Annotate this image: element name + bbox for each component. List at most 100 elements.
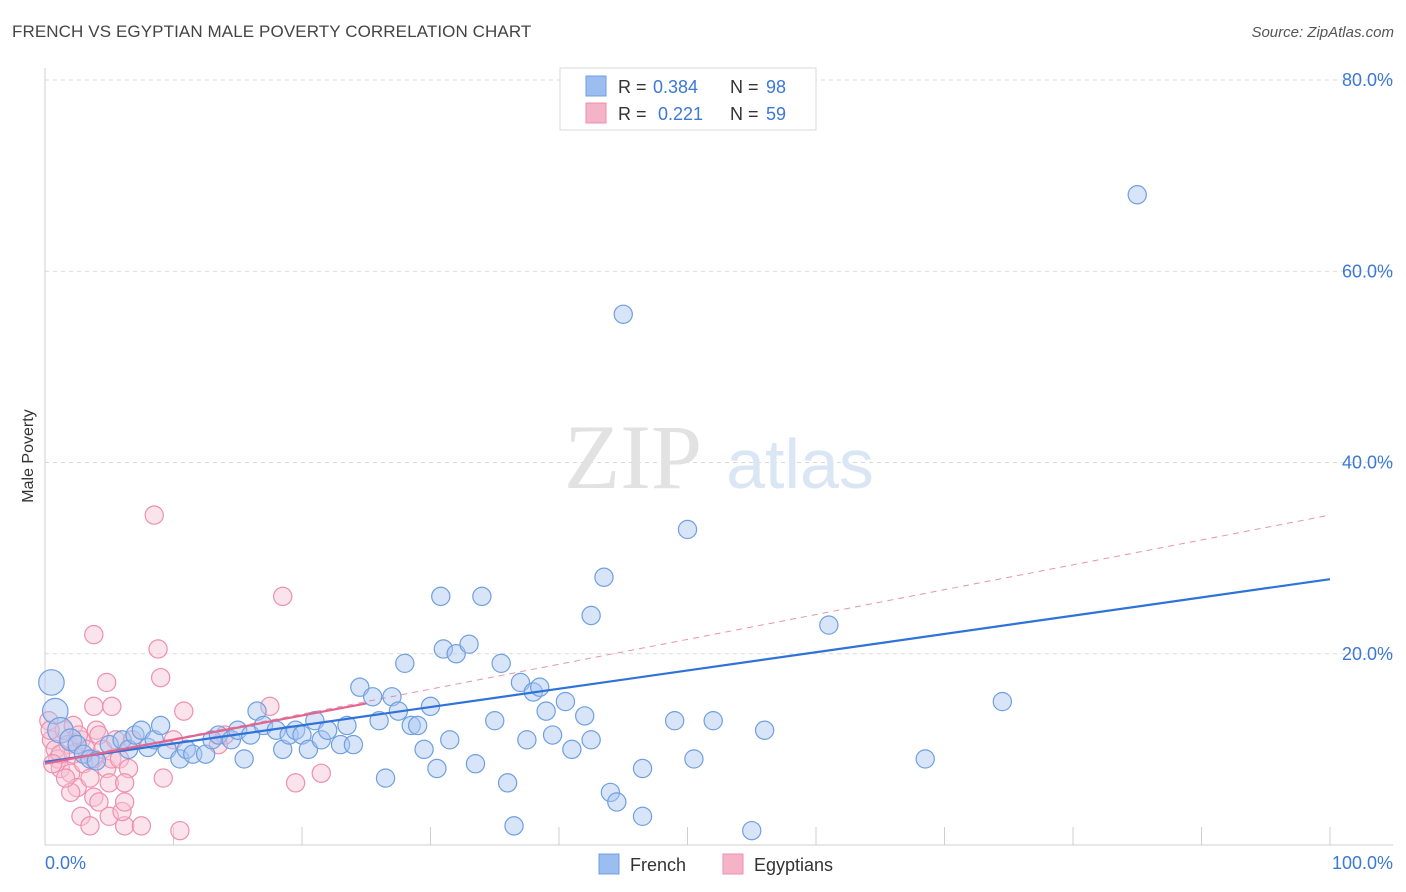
egyptians-points <box>39 505 331 841</box>
french-point <box>677 519 698 540</box>
egyptians-point <box>131 816 152 836</box>
legend-n-label-egyptians: N = <box>730 104 759 124</box>
x-ticks <box>173 827 1331 845</box>
legend-bottom: French Egyptians <box>598 853 833 875</box>
egyptians-point <box>114 816 135 836</box>
french-point <box>542 725 563 745</box>
egyptians-point <box>89 792 109 812</box>
french-point <box>632 806 653 827</box>
french-point <box>305 710 325 731</box>
french-point <box>86 751 107 771</box>
y-axis-label: Male Poverty <box>20 409 37 502</box>
french-point <box>607 792 627 812</box>
french-point <box>491 653 511 674</box>
legend-bottom-label-egyptians: Egyptians <box>754 855 833 875</box>
y-tick-label: 80.0% <box>1342 70 1393 90</box>
egyptians-point <box>55 768 76 788</box>
french-point <box>350 677 370 697</box>
french-point <box>600 782 621 803</box>
egyptians-point <box>84 624 104 645</box>
french-point <box>401 715 421 736</box>
french-point <box>562 739 582 760</box>
french-point <box>703 710 723 731</box>
french-point <box>407 715 428 736</box>
egyptians-point <box>174 701 194 721</box>
french-point <box>742 820 762 841</box>
egyptians-point <box>80 816 100 836</box>
egyptians-point <box>99 806 119 827</box>
french-point <box>684 749 704 769</box>
french-point <box>613 304 633 324</box>
french-point <box>298 739 319 760</box>
legend-swatch-french <box>585 75 607 97</box>
egyptians-point <box>80 768 100 788</box>
french-points <box>38 185 1147 841</box>
french-point <box>594 567 614 587</box>
french-point <box>131 720 152 740</box>
legend-bottom-label-french: French <box>630 855 686 875</box>
french-point <box>234 749 254 769</box>
french-point <box>150 715 171 736</box>
french-point <box>1127 185 1147 205</box>
egyptians-point <box>148 639 168 659</box>
egyptians-point <box>150 667 171 688</box>
legend-swatch-egyptians <box>585 102 607 124</box>
french-trend-line <box>44 578 1331 763</box>
french-point <box>247 701 267 721</box>
legend-n-value-french: 98 <box>766 77 786 97</box>
french-point <box>465 754 486 774</box>
french-point <box>431 586 451 607</box>
french-point <box>343 734 364 755</box>
legend-r-value-french: 0.384 <box>653 77 698 97</box>
french-point <box>497 773 518 793</box>
watermark: ZIP atlas <box>564 406 874 508</box>
watermark-atlas: atlas <box>726 425 874 503</box>
egyptians-point <box>99 773 119 793</box>
x-tick-label: 100.0% <box>1332 853 1393 873</box>
egyptians-point <box>96 758 117 779</box>
french-point <box>311 730 331 750</box>
watermark-zip: ZIP <box>564 406 702 508</box>
legend-n-value-egyptians: 59 <box>766 104 786 124</box>
french-point <box>414 739 434 760</box>
egyptians-point <box>144 505 164 525</box>
egyptians-point <box>114 773 135 793</box>
french-point <box>915 749 935 769</box>
y-tick-label: 20.0% <box>1342 644 1393 664</box>
french-point <box>369 710 389 731</box>
egyptians-point <box>40 720 60 740</box>
french-point <box>581 730 601 750</box>
french-point <box>318 720 338 740</box>
egyptians-point <box>102 696 122 717</box>
french-point <box>536 701 556 721</box>
french-point <box>446 644 466 664</box>
y-tick-labels: 20.0% 40.0% 60.0% 80.0% <box>1342 70 1393 664</box>
egyptians-trend-line <box>44 702 367 765</box>
egyptians-point <box>273 586 293 607</box>
legend-r-value-egyptians: 0.221 <box>653 104 703 124</box>
french-point <box>195 744 216 764</box>
french-point <box>170 749 190 769</box>
egyptians-point <box>96 672 117 693</box>
trendlines <box>44 514 1331 765</box>
gridlines <box>45 79 1393 655</box>
french-point <box>632 758 653 779</box>
egyptians-point <box>285 773 306 793</box>
legend-r-label-french: R = <box>618 77 647 97</box>
french-point <box>273 739 293 760</box>
x-tick-label: 0.0% <box>45 853 86 873</box>
french-point <box>517 730 537 750</box>
french-point <box>440 730 460 750</box>
french-point <box>67 734 87 755</box>
french-point <box>555 691 576 712</box>
french-point <box>395 653 415 674</box>
egyptians-trend-extended <box>44 514 1331 765</box>
legend-bottom-swatch-french <box>598 853 620 875</box>
french-point <box>504 816 524 836</box>
french-point <box>433 639 454 659</box>
egyptians-point <box>311 763 331 783</box>
french-point <box>459 634 479 654</box>
french-point <box>664 710 685 731</box>
legend-bottom-swatch-egyptians <box>722 853 744 875</box>
